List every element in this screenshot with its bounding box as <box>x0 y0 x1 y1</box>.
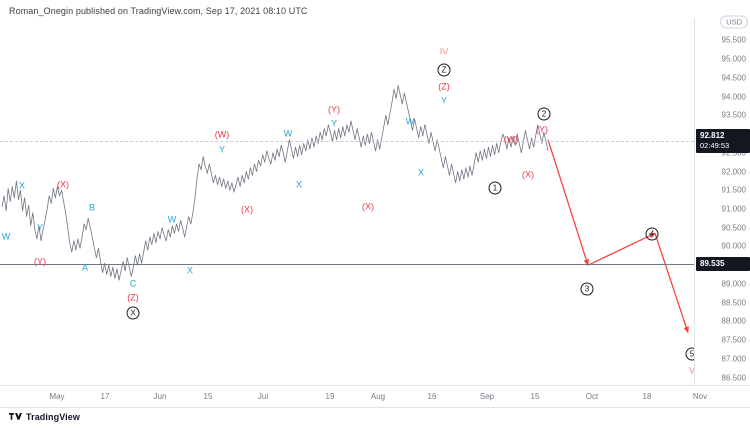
time-tick-18: 18 <box>642 392 652 401</box>
current-price-tag: 92.812 02:49:53 <box>696 129 750 154</box>
wave-label-X: X <box>295 179 303 190</box>
wave-label-W: W <box>1 231 11 242</box>
wave-label-1-circled: 1 <box>488 181 502 195</box>
tradingview-logo[interactable]: TradingView <box>9 412 80 422</box>
time-tick-15: 15 <box>530 392 540 401</box>
current-price-value: 92.812 <box>700 131 725 141</box>
price-series-svg <box>1 85 689 334</box>
price-tick-93.500: 93.500 <box>721 110 746 120</box>
price-axis[interactable]: 9695.50095.00094.50094.00093.50093.00092… <box>694 15 750 385</box>
time-tick-Jun: Jun <box>153 392 167 401</box>
wave-label-Y: Y <box>330 118 338 129</box>
reference-line-89.535 <box>0 263 694 265</box>
wave-label-Y: Y <box>36 222 44 233</box>
price-tick-88.000: 88.000 <box>721 316 746 326</box>
time-tick-Oct: Oct <box>585 392 599 401</box>
wave-label-C: C <box>129 278 137 289</box>
wave-label-W: (W) <box>214 129 230 140</box>
wave-label-W: W <box>405 116 415 127</box>
wave-label-X: (X) <box>241 204 253 215</box>
wave-label-X: (X) <box>362 201 374 212</box>
wave-label-B: B <box>88 202 96 213</box>
price-level-tag: 89.535 <box>696 256 750 271</box>
wave-label-Y: (Y) <box>536 124 548 135</box>
wave-label-X: X <box>186 265 194 276</box>
time-tick-16: 16 <box>427 392 437 401</box>
wave-label-W: (W) <box>503 134 519 145</box>
wave-label-A: A <box>81 262 89 273</box>
wave-label-V: V <box>688 365 694 376</box>
price-tick-86.500: 86.500 <box>721 373 746 382</box>
time-tick-15: 15 <box>203 392 213 401</box>
chart-attribution: Roman_Onegin published on TradingView.co… <box>9 6 308 16</box>
wave-label-Y: Y <box>440 95 448 106</box>
price-tick-87.500: 87.500 <box>721 335 746 345</box>
chart-plot-area[interactable]: W X (X) Y (Y) B A C (Z) X W X (W) Y (X) W X (Y) Y (X) W X IV Z (… <box>0 18 694 385</box>
wave-label-X: X <box>18 180 26 191</box>
wave-label-IV: IV <box>439 46 449 57</box>
price-tick-88.500: 88.500 <box>721 298 746 308</box>
wave-label-X: (X) <box>522 169 534 180</box>
tradingview-wordmark: TradingView <box>26 412 80 422</box>
time-axis[interactable]: May 17 Jun 15 Jul 19 Aug 16 Sep 15 Oct 18 Nov <box>0 385 750 408</box>
currency-badge[interactable]: USD <box>720 15 748 29</box>
bar-countdown-timer: 02:49:53 <box>700 141 730 151</box>
wave-label-W: W <box>283 128 293 139</box>
wave-label-Z: (Z) <box>438 81 450 92</box>
wave-label-Z-circled: Z <box>437 63 451 77</box>
time-tick-19: 19 <box>325 392 335 401</box>
wave-label-X: (X) <box>57 179 69 190</box>
wave-label-Z: (Z) <box>127 292 139 303</box>
price-tick-90.000: 90.000 <box>721 241 746 251</box>
time-tick-May: May <box>49 392 65 401</box>
price-tick-94.500: 94.500 <box>721 73 746 83</box>
time-tick-Sep: Sep <box>479 392 495 401</box>
price-tick-89.000: 89.000 <box>721 279 746 289</box>
wave-label-X-circled: X <box>126 306 140 320</box>
tradingview-mark-icon <box>9 412 22 422</box>
wave-label-X: X <box>417 167 425 178</box>
chart-footer <box>0 407 750 431</box>
price-tick-87.000: 87.000 <box>721 354 746 364</box>
reference-line-92.812 <box>0 141 694 143</box>
time-tick-Jul: Jul <box>257 392 269 401</box>
price-tick-92.000: 92.000 <box>721 167 746 177</box>
wave-label-W: W <box>167 214 177 225</box>
wave-label-Y: (Y) <box>328 104 340 115</box>
time-tick-Aug: Aug <box>370 392 386 401</box>
price-tick-90.500: 90.500 <box>721 223 746 233</box>
price-tick-91.500: 91.500 <box>721 185 746 195</box>
wave-label-5-circled: 5 <box>685 347 694 361</box>
wave-label-4-circled: 4 <box>645 227 659 241</box>
wave-label-2-circled: 2 <box>537 107 551 121</box>
wave-label-3-circled: 3 <box>580 282 594 296</box>
wave-label-Y: Y <box>218 144 226 155</box>
time-tick-Nov: Nov <box>692 392 708 401</box>
price-tick-94.000: 94.000 <box>721 92 746 102</box>
wave-label-Y: (Y) <box>34 256 46 267</box>
time-tick-17: 17 <box>100 392 110 401</box>
price-tick-95.500: 95.500 <box>721 35 746 45</box>
price-tick-95.000: 95.000 <box>721 54 746 64</box>
price-tick-91.000: 91.000 <box>721 204 746 214</box>
